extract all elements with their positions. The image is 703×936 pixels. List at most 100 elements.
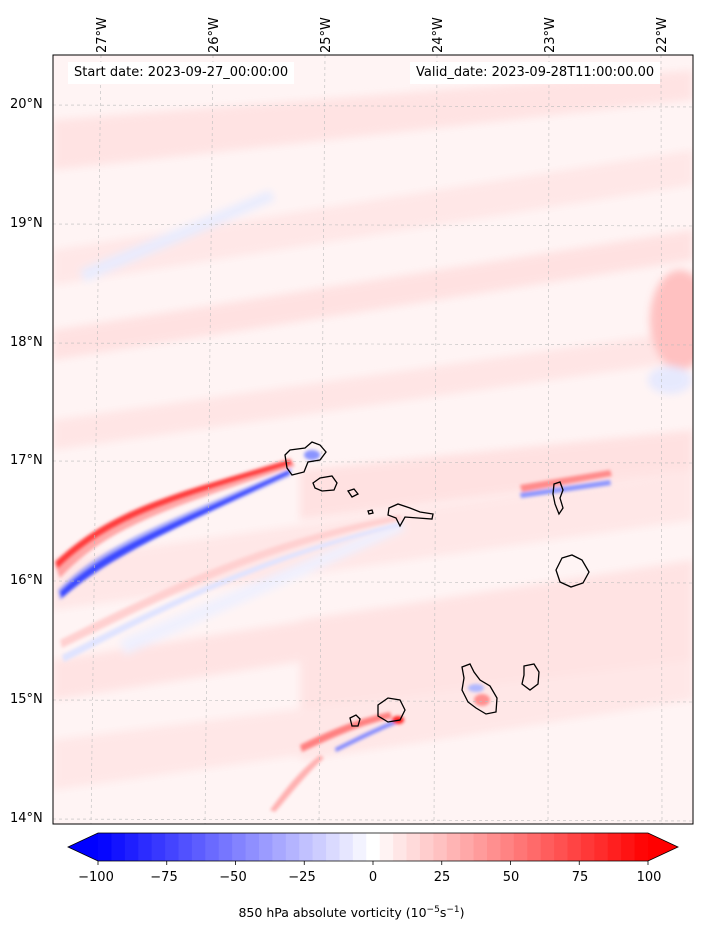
colorbar-tick-label: 75 (571, 870, 589, 885)
gridlines (53, 55, 693, 824)
colorbar-tick-label: 0 (368, 870, 378, 885)
colorbar-tick-label: −25 (288, 870, 316, 885)
colorbar-tick-label: −50 (219, 870, 247, 885)
island-maio (521, 663, 540, 691)
colorbar-tick-label: −75 (150, 870, 178, 885)
colorbar-cell (580, 833, 595, 861)
shear-band-tail (270, 755, 324, 812)
colorbar-cell (111, 833, 126, 861)
island-santiago (461, 663, 498, 715)
colorbar-cell (487, 833, 502, 861)
colorbar-cell (98, 833, 113, 861)
colorbar-tick-label: −100 (78, 870, 114, 885)
lon-label: 27°W (95, 17, 110, 53)
colorbar-cell (419, 833, 434, 861)
colorbar-cell (165, 833, 180, 861)
colorbar-tick-label: 25 (433, 870, 451, 885)
field-band (300, 430, 693, 520)
colorbar-cell (245, 833, 260, 861)
valid-date-label: Valid_date: 2023-09-28T11:00:00.00 (410, 62, 661, 84)
island-boa-vista (555, 554, 590, 588)
colorbar-cell (567, 833, 582, 861)
colorbar-cell (366, 833, 381, 861)
shear-band-south (300, 712, 392, 752)
lon-label: 22°W (655, 17, 670, 53)
lat-label: 19°N (10, 216, 43, 231)
shear-band-east (520, 480, 611, 498)
colorbar (67, 832, 679, 865)
lat-label: 17°N (10, 453, 43, 468)
colorbar-tick-label: 100 (636, 870, 662, 885)
colorbar-cell (406, 833, 421, 861)
lat-label: 16°N (10, 573, 43, 588)
colorbar-cell (446, 833, 461, 861)
colorbar-cell (178, 833, 193, 861)
colorbar-cells (98, 833, 649, 861)
colorbar-cell (299, 833, 314, 861)
colorbar-cell (634, 833, 649, 861)
island-vortex (468, 684, 484, 692)
field-band (53, 70, 693, 170)
field-band (53, 230, 693, 360)
lon-label: 24°W (431, 17, 446, 53)
island-sal (552, 481, 564, 516)
colorbar-cell (379, 833, 394, 861)
lon-label: 25°W (319, 17, 334, 53)
lat-label: 18°N (10, 335, 43, 350)
lon-label: 23°W (543, 17, 558, 53)
colorbar-cell (285, 833, 300, 861)
colorbar-cell (258, 833, 273, 861)
field-band (53, 330, 693, 450)
lat-label: 15°N (10, 692, 43, 707)
colorbar-cell (473, 833, 488, 861)
field-band (53, 660, 693, 790)
colorbar-cell (621, 833, 636, 861)
lat-label: 14°N (10, 811, 43, 826)
island-santo-antao (284, 441, 327, 476)
colorbar-cell (500, 833, 515, 861)
island-vortex (304, 450, 320, 460)
field-min (80, 190, 275, 282)
start-date-label: Start date: 2023-09-27_00:00:00 (68, 62, 295, 84)
colorbar-cell (124, 833, 139, 861)
colorbar-cell (393, 833, 408, 861)
colorbar-cell (232, 833, 247, 861)
colorbar-cell (513, 833, 528, 861)
colorbar-min-arrow (68, 833, 98, 861)
colorbar-cell (205, 833, 220, 861)
island-santa-luzia (346, 488, 360, 498)
colorbar-cell (326, 833, 341, 861)
colorbar-cell (527, 833, 542, 861)
island-vortex (474, 694, 490, 706)
lon-label: 26°W (207, 17, 222, 53)
field-band (53, 150, 693, 285)
plot-frame (52, 54, 694, 825)
colorbar-label: 850 hPa absolute vorticity (10−5s−1) (238, 905, 465, 921)
colorbar-cell (339, 833, 354, 861)
vorticity-field (53, 70, 693, 812)
shear-band-south (335, 720, 396, 752)
shear-band-blue (58, 468, 292, 600)
shear-band-red (55, 460, 292, 568)
island-brava (349, 714, 361, 727)
field-min (120, 520, 405, 655)
island-sao-vicente (312, 475, 338, 492)
colorbar-tick-label: 50 (502, 870, 520, 885)
island-branco (367, 509, 374, 515)
colorbar-cell (352, 833, 367, 861)
colorbar-cell (594, 833, 609, 861)
island-fogo (377, 697, 406, 723)
colorbar-cell (218, 833, 233, 861)
colorbar-cell (272, 833, 287, 861)
colorbar-cell (138, 833, 153, 861)
field-min (648, 366, 692, 394)
colorbar-cell (460, 833, 475, 861)
island-sao-nicolau (387, 503, 434, 528)
colorbar-cell (540, 833, 555, 861)
colorbar-cell (191, 833, 206, 861)
colorbar-cell (312, 833, 327, 861)
coastlines (284, 441, 590, 727)
colorbar-cell (554, 833, 569, 861)
colorbar-cell (607, 833, 622, 861)
